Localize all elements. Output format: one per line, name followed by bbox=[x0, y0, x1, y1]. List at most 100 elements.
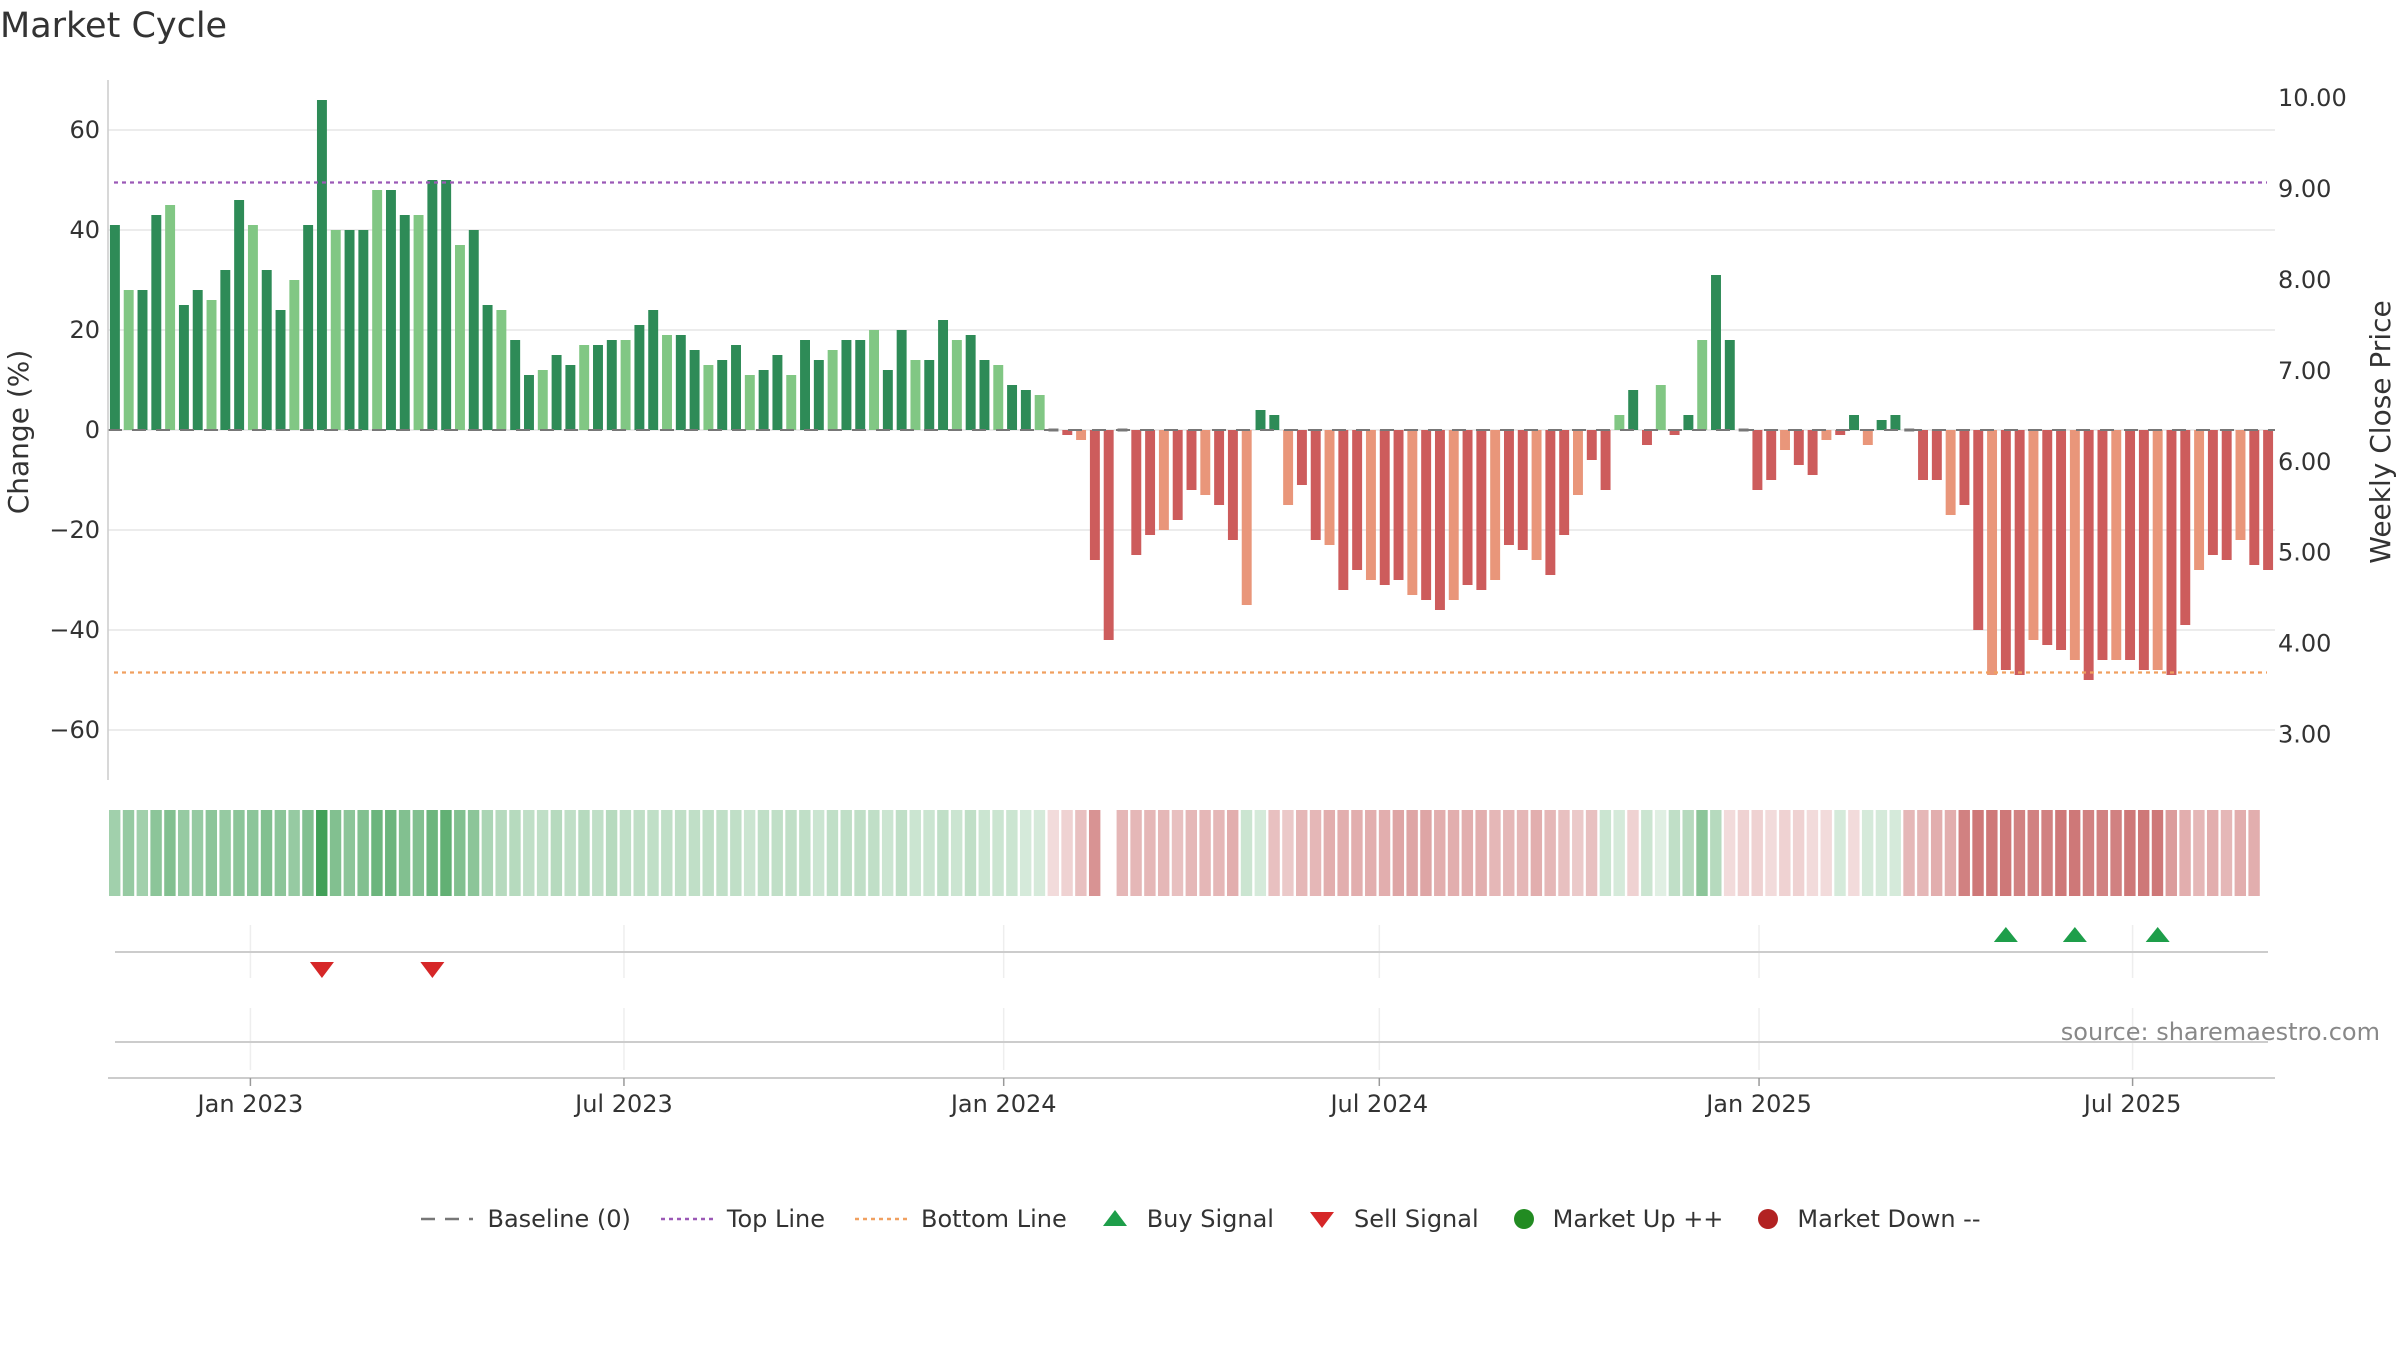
sell-signal-marker bbox=[420, 962, 445, 978]
regime-cell bbox=[1585, 810, 1598, 896]
bar bbox=[1034, 395, 1045, 430]
regime-cell bbox=[785, 810, 797, 896]
regime-cell bbox=[757, 810, 770, 896]
regime-cell bbox=[619, 810, 632, 896]
bar bbox=[1918, 430, 1929, 480]
bar bbox=[413, 215, 424, 430]
regime-cell bbox=[1530, 810, 1543, 896]
bar bbox=[1352, 430, 1363, 570]
regime-cell bbox=[495, 810, 507, 896]
regime-cell bbox=[1199, 810, 1211, 896]
regime-cell bbox=[109, 810, 121, 896]
regime-cell bbox=[592, 810, 604, 896]
y2-tick-label: 7.00 bbox=[2278, 357, 2331, 385]
regime-cell bbox=[2248, 810, 2260, 896]
bar bbox=[1214, 430, 1225, 505]
regime-cell bbox=[247, 810, 259, 896]
bar bbox=[813, 360, 824, 430]
bar bbox=[123, 290, 134, 430]
regime-cell bbox=[385, 810, 397, 896]
bar bbox=[1407, 430, 1418, 595]
bar bbox=[1669, 430, 1680, 435]
regime-cell bbox=[2110, 810, 2122, 896]
regime-cell bbox=[1834, 810, 1846, 896]
bar bbox=[1559, 430, 1570, 535]
bar bbox=[772, 355, 783, 430]
regime-cell bbox=[578, 810, 590, 896]
bar bbox=[316, 100, 327, 430]
y-tick-label: −40 bbox=[49, 616, 100, 644]
bar bbox=[620, 340, 631, 430]
bar bbox=[1338, 430, 1349, 590]
bar bbox=[2221, 430, 2232, 560]
regime-cell bbox=[2027, 810, 2039, 896]
bar bbox=[1545, 430, 1556, 575]
regime-cell bbox=[1737, 810, 1750, 896]
regime-cell bbox=[1434, 810, 1446, 896]
regime-cell bbox=[1903, 810, 1915, 896]
y-tick-label: 20 bbox=[69, 316, 100, 344]
y-tick-label: −60 bbox=[49, 716, 100, 744]
regime-cell bbox=[564, 810, 576, 896]
legend-label-sell-signal: Sell Signal bbox=[1353, 1205, 1479, 1233]
bar bbox=[951, 340, 962, 430]
regime-cell bbox=[1930, 810, 1943, 896]
regime-cell bbox=[1668, 810, 1681, 896]
bar bbox=[1503, 430, 1514, 545]
regime-cell bbox=[923, 810, 935, 896]
regime-cell bbox=[1157, 810, 1170, 896]
regime-cell bbox=[1144, 810, 1156, 896]
bar-series bbox=[109, 100, 2274, 680]
bar bbox=[1642, 430, 1652, 445]
regime-cell bbox=[1475, 810, 1487, 896]
y-tick-label: 40 bbox=[69, 216, 100, 244]
regime-cell bbox=[412, 810, 425, 896]
regime-cell bbox=[426, 810, 438, 896]
regime-cell bbox=[1309, 810, 1322, 896]
bar bbox=[675, 335, 686, 430]
bar bbox=[993, 365, 1004, 430]
regime-cell bbox=[2096, 810, 2108, 896]
bar bbox=[731, 345, 741, 430]
regime-cell bbox=[1558, 810, 1570, 896]
bar bbox=[206, 300, 217, 430]
legend-label-buy-signal: Buy Signal bbox=[1146, 1205, 1274, 1233]
bar bbox=[800, 340, 810, 430]
bar bbox=[1945, 430, 1956, 515]
regime-cell bbox=[467, 810, 480, 896]
bar bbox=[1766, 430, 1777, 480]
bar bbox=[1062, 430, 1073, 435]
y2-tick-label: 3.00 bbox=[2278, 721, 2331, 749]
bar bbox=[965, 335, 976, 430]
regime-cell bbox=[2234, 810, 2246, 896]
bar bbox=[1365, 430, 1376, 580]
bar bbox=[2014, 430, 2025, 675]
regime-cell bbox=[840, 810, 852, 896]
regime-cell bbox=[2179, 810, 2191, 896]
regime-cell bbox=[2124, 810, 2136, 896]
bar bbox=[330, 230, 341, 430]
bar bbox=[758, 370, 769, 430]
regime-cell bbox=[1019, 810, 1032, 896]
x-tick-label: Jan 2024 bbox=[949, 1090, 1057, 1118]
regime-cell bbox=[1972, 810, 1984, 896]
regime-cell bbox=[1654, 810, 1667, 896]
bar bbox=[2235, 430, 2246, 540]
regime-cell bbox=[2193, 810, 2205, 896]
bar bbox=[1131, 430, 1142, 555]
regime-cell bbox=[1337, 810, 1349, 896]
bar bbox=[1476, 430, 1487, 590]
regime-cell bbox=[329, 810, 342, 896]
x-tick-label: Jul 2023 bbox=[573, 1090, 673, 1118]
bar bbox=[2152, 430, 2163, 670]
y-tick-label: 0 bbox=[85, 416, 100, 444]
regime-cell bbox=[1420, 810, 1432, 896]
x-tick-label: Jul 2025 bbox=[2082, 1090, 2182, 1118]
bar bbox=[109, 225, 120, 430]
bar bbox=[1711, 275, 1721, 430]
bar bbox=[2180, 430, 2191, 625]
bar bbox=[565, 365, 576, 430]
legend-label-market-up: Market Up ++ bbox=[1552, 1205, 1724, 1233]
legend-item-baseline: Baseline (0) bbox=[419, 1205, 631, 1233]
legend-label-baseline: Baseline (0) bbox=[487, 1205, 631, 1233]
